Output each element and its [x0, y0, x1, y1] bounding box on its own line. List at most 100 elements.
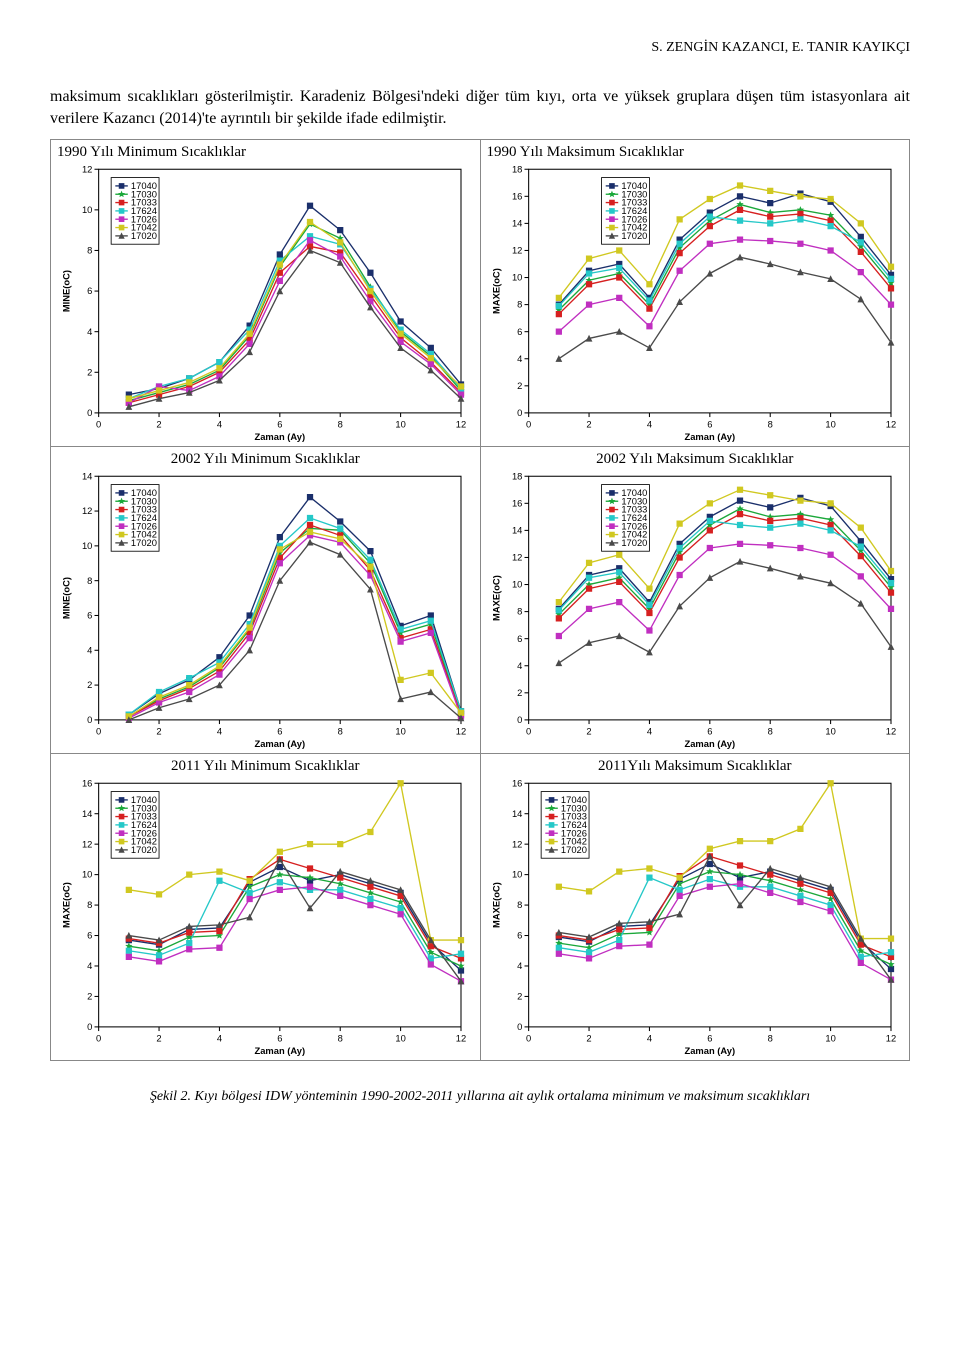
svg-text:12: 12 — [456, 419, 466, 429]
svg-text:Zaman (Ay): Zaman (Ay) — [684, 739, 735, 749]
svg-text:17020: 17020 — [621, 231, 647, 241]
svg-text:0: 0 — [96, 419, 101, 429]
svg-text:0: 0 — [517, 408, 522, 418]
svg-text:2: 2 — [517, 688, 522, 698]
svg-text:4: 4 — [517, 661, 522, 671]
chart-min1990: 024681012024681012Zaman (Ay)MINE(oC)1704… — [57, 163, 474, 444]
svg-text:4: 4 — [87, 961, 92, 971]
svg-text:4: 4 — [217, 419, 222, 429]
svg-text:0: 0 — [87, 715, 92, 725]
svg-text:0: 0 — [87, 1022, 92, 1032]
svg-text:Zaman (Ay): Zaman (Ay) — [255, 1046, 306, 1056]
svg-text:12: 12 — [82, 164, 92, 174]
title-max1990: 1990 Yılı Maksimum Sıcaklıklar — [487, 144, 904, 161]
svg-text:12: 12 — [885, 1033, 895, 1043]
chart-min2011: 0246810121416024681012Zaman (Ay)MAXE(oC)… — [57, 777, 474, 1058]
svg-text:8: 8 — [767, 726, 772, 736]
svg-text:0: 0 — [526, 419, 531, 429]
svg-text:6: 6 — [277, 726, 282, 736]
chart-min2002: 02468101214024681012Zaman (Ay)MINE(oC)17… — [57, 470, 474, 751]
svg-text:6: 6 — [277, 419, 282, 429]
svg-text:4: 4 — [517, 961, 522, 971]
svg-text:8: 8 — [517, 900, 522, 910]
svg-text:10: 10 — [395, 419, 405, 429]
svg-text:4: 4 — [87, 327, 92, 337]
svg-text:12: 12 — [456, 1033, 466, 1043]
title-max2011: 2011Yılı Maksimum Sıcaklıklar — [487, 758, 904, 775]
svg-text:MAXE(oC): MAXE(oC) — [62, 882, 72, 928]
cell-min2002: 2002 Yılı Minimum Sıcaklıklar 0246810121… — [51, 447, 481, 753]
cell-min2011: 2011 Yılı Minimum Sıcaklıklar 0246810121… — [51, 754, 481, 1060]
svg-text:2: 2 — [156, 419, 161, 429]
svg-text:0: 0 — [517, 1022, 522, 1032]
svg-text:16: 16 — [511, 191, 521, 201]
svg-text:10: 10 — [825, 419, 835, 429]
svg-text:0: 0 — [96, 726, 101, 736]
svg-text:2: 2 — [517, 381, 522, 391]
svg-text:2: 2 — [586, 726, 591, 736]
svg-text:6: 6 — [517, 931, 522, 941]
svg-text:12: 12 — [511, 552, 521, 562]
svg-text:16: 16 — [511, 498, 521, 508]
svg-text:6: 6 — [517, 327, 522, 337]
svg-text:MINE(oC): MINE(oC) — [62, 270, 72, 312]
svg-text:12: 12 — [82, 839, 92, 849]
svg-text:10: 10 — [511, 580, 521, 590]
svg-text:0: 0 — [517, 715, 522, 725]
svg-text:8: 8 — [517, 300, 522, 310]
cell-max2011: 2011Yılı Maksimum Sıcaklıklar 0 2 4 6 8 10 12 1… — [481, 754, 910, 1060]
svg-text:14: 14 — [511, 525, 521, 535]
svg-text:6: 6 — [517, 634, 522, 644]
svg-text:2: 2 — [87, 680, 92, 690]
svg-text:MAXE(oC): MAXE(oC) — [491, 882, 501, 928]
svg-text:14: 14 — [511, 809, 521, 819]
svg-text:8: 8 — [338, 1033, 343, 1043]
svg-text:0: 0 — [526, 1033, 531, 1043]
chart-grid: 1990 Yılı Minimum Sıcaklıklar 0246810120… — [50, 139, 910, 1061]
svg-text:2: 2 — [517, 992, 522, 1002]
svg-text:Zaman (Ay): Zaman (Ay) — [684, 432, 735, 442]
svg-text:0: 0 — [96, 1033, 101, 1043]
svg-text:10: 10 — [395, 1033, 405, 1043]
cell-max1990: 1990 Yılı Maksimum Sıcaklıklar 0 2 4 6 8 10 12… — [481, 140, 910, 446]
svg-text:12: 12 — [885, 726, 895, 736]
svg-text:4: 4 — [217, 1033, 222, 1043]
svg-text:16: 16 — [82, 778, 92, 788]
chart-max2002: 024681012141618024681012Zaman (Ay)MAXE(o… — [487, 470, 904, 751]
svg-text:8: 8 — [517, 607, 522, 617]
svg-text:0: 0 — [526, 726, 531, 736]
svg-text:2: 2 — [156, 1033, 161, 1043]
svg-text:6: 6 — [277, 1033, 282, 1043]
svg-text:2: 2 — [156, 726, 161, 736]
svg-text:10: 10 — [511, 870, 521, 880]
svg-text:6: 6 — [707, 419, 712, 429]
svg-text:12: 12 — [885, 419, 895, 429]
svg-text:2: 2 — [87, 992, 92, 1002]
svg-text:4: 4 — [87, 645, 92, 655]
svg-text:8: 8 — [87, 245, 92, 255]
svg-text:4: 4 — [517, 354, 522, 364]
svg-text:4: 4 — [646, 726, 651, 736]
chart-max1990: 024681012141618024681012Zaman (Ay)MAXE(o… — [487, 163, 904, 444]
svg-text:MAXE(oC): MAXE(oC) — [491, 268, 501, 314]
cell-min1990: 1990 Yılı Minimum Sıcaklıklar 0246810120… — [51, 140, 481, 446]
title-min2002: 2002 Yılı Minimum Sıcaklıklar — [57, 451, 474, 468]
svg-text:12: 12 — [511, 245, 521, 255]
svg-text:4: 4 — [646, 419, 651, 429]
svg-text:18: 18 — [511, 471, 521, 481]
svg-text:10: 10 — [395, 726, 405, 736]
page-header: S. ZENGİN KAZANCI, E. TANIR KAYIKÇI — [50, 40, 910, 56]
svg-text:12: 12 — [82, 506, 92, 516]
svg-text:8: 8 — [338, 419, 343, 429]
svg-text:10: 10 — [82, 205, 92, 215]
svg-text:2: 2 — [87, 367, 92, 377]
svg-text:MINE(oC): MINE(oC) — [62, 577, 72, 619]
svg-text:4: 4 — [646, 1033, 651, 1043]
svg-text:6: 6 — [707, 726, 712, 736]
svg-text:8: 8 — [87, 900, 92, 910]
svg-text:10: 10 — [511, 272, 521, 282]
svg-text:MAXE(oC): MAXE(oC) — [491, 575, 501, 621]
svg-text:16: 16 — [511, 778, 521, 788]
svg-text:Zaman (Ay): Zaman (Ay) — [255, 739, 306, 749]
svg-text:12: 12 — [511, 839, 521, 849]
